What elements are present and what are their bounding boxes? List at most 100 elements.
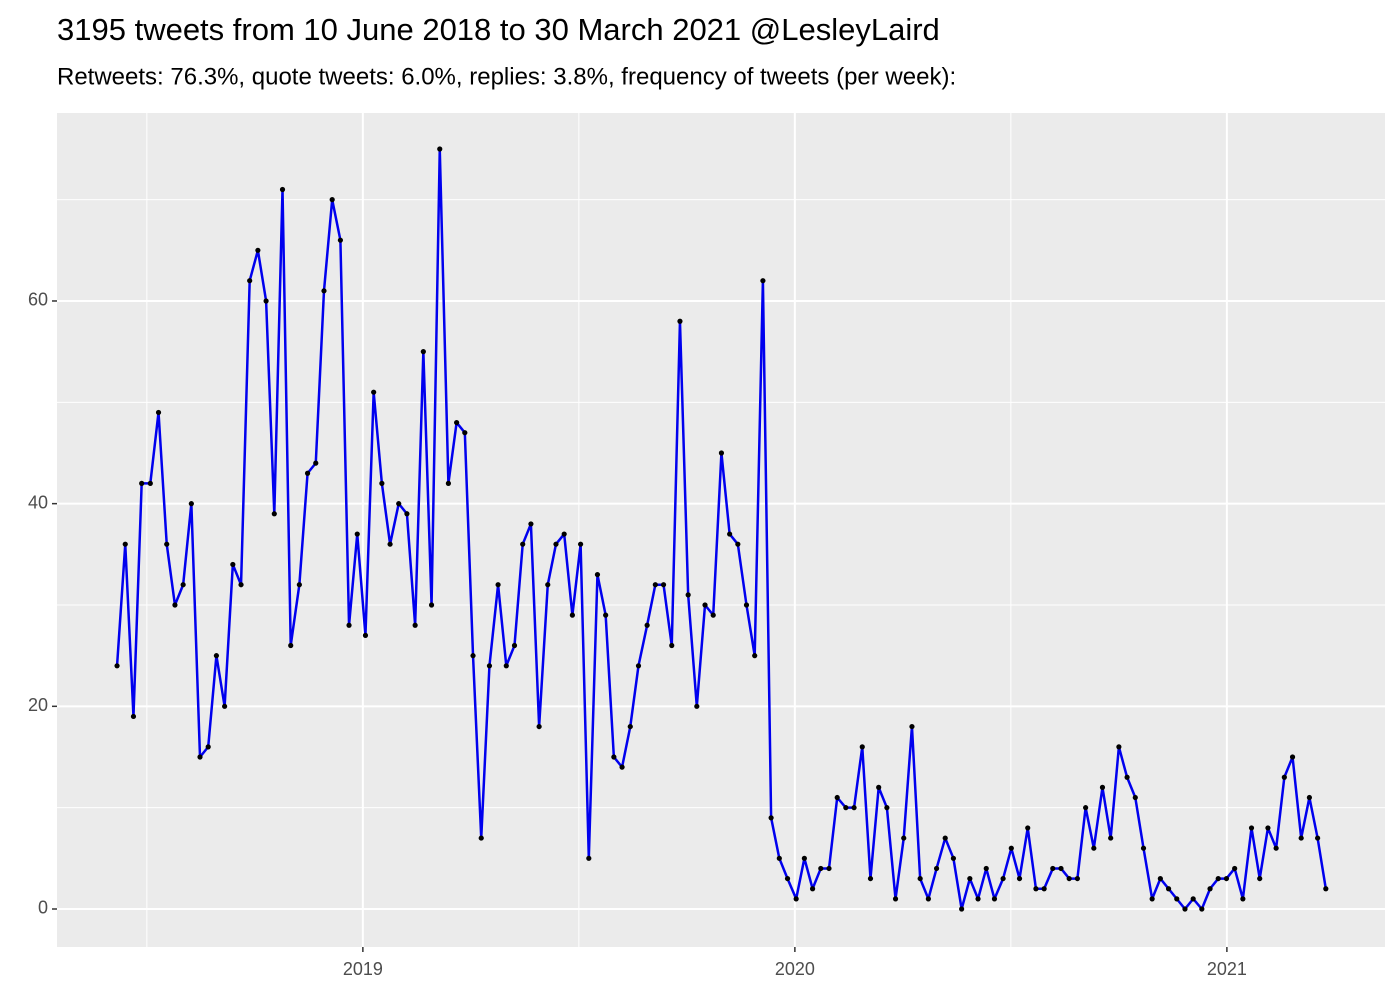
data-point [917,875,923,882]
data-point [412,622,418,628]
data-point [1099,784,1106,790]
data-point [1165,886,1172,892]
data-point [901,835,907,841]
data-point [520,541,526,547]
data-point [710,612,716,618]
data-point [644,622,650,628]
data-point [155,409,162,416]
data-point [652,582,658,588]
data-point [346,622,352,628]
data-point [495,582,501,588]
data-point [1207,886,1213,892]
data-point [1083,805,1089,811]
data-point [1323,886,1329,892]
data-point [603,612,609,618]
data-point [511,642,518,649]
data-point [933,865,940,872]
data-point [180,582,186,588]
data-point [296,582,302,588]
data-point [1223,875,1230,882]
data-point [222,703,228,709]
data-point [776,855,782,861]
data-point [329,197,335,203]
data-point [1281,774,1287,780]
data-point [1050,865,1056,872]
data-point [569,612,575,618]
data-point [1108,835,1114,841]
data-point [437,146,443,152]
data-point [876,784,882,790]
data-point [503,663,509,669]
data-point [809,886,816,892]
data-point [685,592,691,598]
data-point [991,896,998,902]
data-point [909,723,915,730]
data-point [1091,845,1097,851]
data-point [445,480,452,486]
data-point [255,247,261,253]
data-point [205,744,211,750]
data-point [793,896,799,902]
data-point [967,875,973,882]
data-point [1257,875,1263,882]
data-point [768,815,774,821]
data-point [851,805,857,811]
data-point [1289,754,1296,760]
data-point [702,602,708,608]
data-point [1157,875,1163,882]
data-point [1074,875,1081,882]
data-point [337,237,343,243]
data-point [1215,875,1221,882]
data-point [1140,845,1147,851]
data-point [462,430,468,436]
data-point [1298,835,1304,841]
data-point [752,653,758,659]
data-point [197,754,203,760]
data-point [263,298,269,304]
data-point [942,835,948,841]
data-point [784,875,791,882]
data-point [718,450,725,456]
x-tick-label: 2020 [775,959,815,979]
data-point [279,186,286,193]
data-point [975,896,981,902]
data-point [1033,886,1039,892]
data-point [843,805,849,811]
chart-subtitle: Retweets: 76.3%, quote tweets: 6.0%, rep… [57,63,956,90]
data-point [147,480,153,486]
data-point [1265,825,1271,831]
data-point [130,713,137,720]
data-point [1025,825,1031,831]
y-tick-label: 60 [28,290,48,310]
data-point [114,663,120,669]
data-point [950,855,957,861]
data-point [694,703,700,709]
data-point [470,653,476,659]
x-tick-label: 2021 [1207,959,1247,979]
data-point [428,602,435,608]
data-point [172,602,178,608]
data-point [561,531,567,537]
data-point [1240,896,1246,902]
data-point [1016,875,1023,882]
data-point [635,663,642,669]
data-point [188,501,194,507]
data-point [1149,896,1155,902]
data-point [834,794,840,801]
data-point [1306,794,1312,801]
data-point [1174,896,1180,902]
data-point [1315,835,1321,841]
data-point [1066,875,1072,882]
data-point [619,764,625,770]
data-point [313,460,319,466]
data-point [627,723,633,730]
data-point [362,632,369,638]
data-point [553,541,559,547]
data-point [669,642,675,649]
data-point [586,855,592,861]
data-point [735,541,741,547]
data-point [594,571,601,578]
data-point [304,470,311,476]
